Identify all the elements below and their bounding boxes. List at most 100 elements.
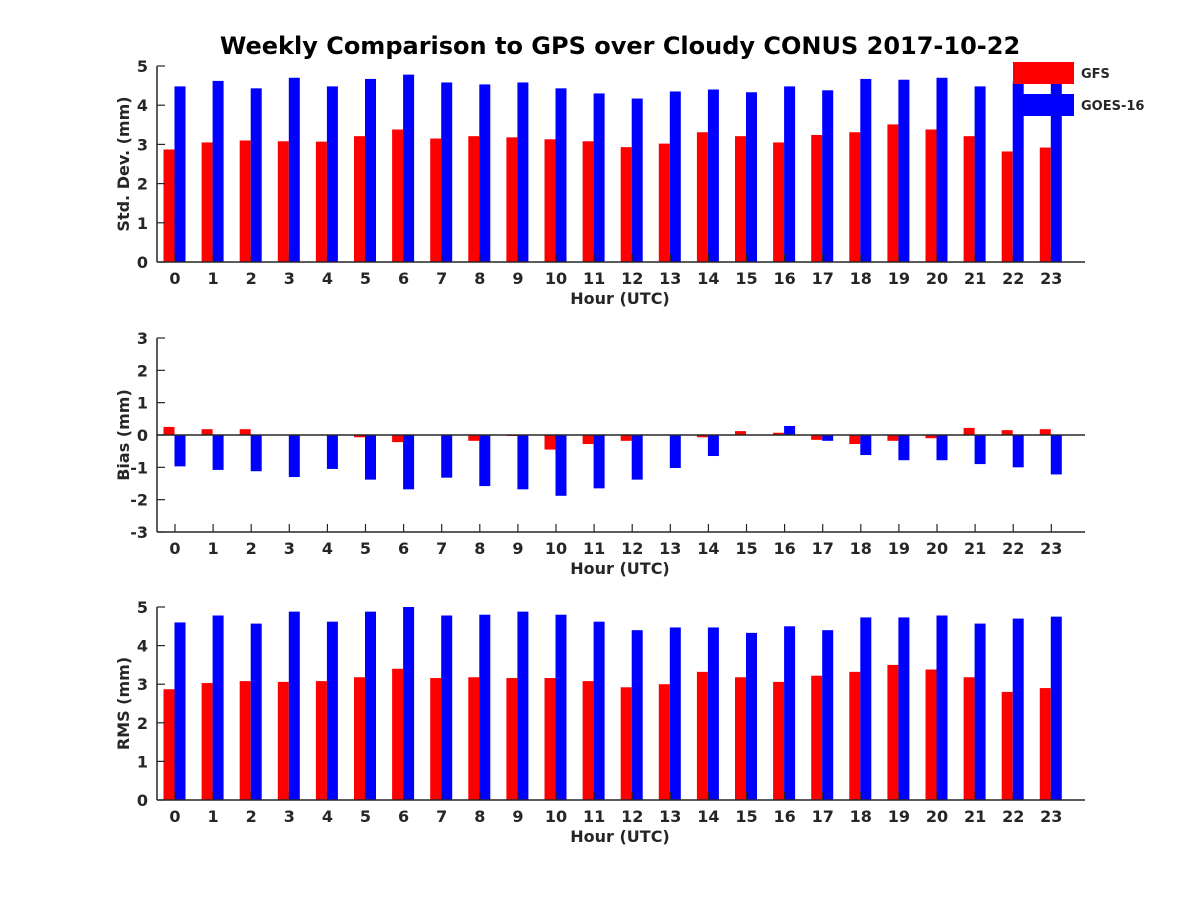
x-tick-label: 18: [850, 269, 872, 288]
x-tick-label: 23: [1040, 807, 1062, 826]
x-tick-label: 17: [812, 539, 834, 558]
bar-goes-16-hour-16: [784, 425, 796, 435]
bar-gfs-hour-18: [849, 671, 861, 800]
bar-goes-16-hour-3: [288, 77, 300, 262]
x-tick-label: 22: [1002, 269, 1024, 288]
bar-goes-16-hour-17: [822, 435, 834, 441]
bar-gfs-hour-18: [849, 132, 861, 262]
bar-goes-16-hour-12: [631, 435, 643, 480]
chart-title: Weekly Comparison to GPS over Cloudy CON…: [220, 32, 1020, 60]
x-tick-label: 4: [322, 539, 333, 558]
x-tick-label: 3: [284, 807, 295, 826]
x-tick-label: 22: [1002, 539, 1024, 558]
bar-gfs-hour-14: [696, 132, 708, 262]
x-tick-label: 6: [398, 539, 409, 558]
x-tick-label: 4: [322, 269, 333, 288]
bar-gfs-hour-1: [201, 683, 213, 800]
x-tick-label: 23: [1040, 539, 1062, 558]
bar-goes-16-hour-20: [936, 615, 948, 800]
x-tick-label: 4: [322, 807, 333, 826]
bar-gfs-hour-0: [163, 689, 175, 800]
x-tick-label: 11: [583, 269, 605, 288]
bar-gfs-hour-4: [315, 681, 327, 800]
x-tick-label: 2: [246, 269, 257, 288]
y-tick-label: 2: [137, 175, 148, 194]
x-tick-label: 6: [398, 807, 409, 826]
x-tick-label: 3: [284, 269, 295, 288]
bar-gfs-hour-6: [392, 129, 404, 262]
bar-goes-16-hour-12: [631, 630, 643, 800]
x-tick-label: 11: [583, 539, 605, 558]
legend-swatch-gfs: [1013, 62, 1074, 84]
x-tick-label: 14: [697, 807, 719, 826]
x-tick-label: 1: [208, 539, 219, 558]
y-axis-label: Bias (mm): [114, 389, 133, 481]
bar-goes-16-hour-20: [936, 77, 948, 262]
bar-gfs-hour-13: [658, 143, 670, 262]
x-tick-label: 16: [773, 539, 795, 558]
y-tick-label: -3: [130, 523, 148, 542]
y-tick-label: 0: [137, 253, 148, 272]
bar-goes-16-hour-2: [250, 88, 262, 263]
bar-gfs-hour-22: [1001, 151, 1013, 262]
bar-goes-16-hour-22: [1012, 618, 1024, 800]
y-tick-label: 0: [137, 426, 148, 445]
x-tick-label: 6: [398, 269, 409, 288]
bar-gfs-hour-13: [658, 684, 670, 800]
x-tick-label: 8: [474, 539, 485, 558]
bar-goes-16-hour-5: [365, 435, 376, 480]
bar-gfs-hour-1: [201, 429, 213, 435]
bar-gfs-hour-19: [887, 435, 899, 441]
x-axis-label: Hour (UTC): [570, 827, 670, 846]
y-tick-label: 1: [137, 752, 148, 771]
bar-gfs-hour-3: [277, 141, 289, 262]
bar-goes-16-hour-23: [1050, 81, 1062, 263]
x-tick-label: 21: [964, 269, 986, 288]
x-tick-label: 20: [926, 539, 948, 558]
x-tick-label: 20: [926, 269, 948, 288]
x-tick-label: 9: [512, 807, 523, 826]
bar-goes-16-hour-13: [669, 627, 681, 800]
bar-goes-16-hour-22: [1012, 435, 1024, 468]
bar-gfs-hour-22: [1001, 691, 1013, 800]
bar-goes-16-hour-1: [212, 80, 224, 262]
x-tick-label: 22: [1002, 807, 1024, 826]
y-axis-label: RMS (mm): [114, 657, 133, 750]
x-axis-label: Hour (UTC): [570, 289, 670, 308]
x-tick-label: 1: [208, 269, 219, 288]
bar-gfs-hour-20: [925, 129, 937, 262]
bar-goes-16-hour-11: [593, 435, 605, 489]
y-tick-label: 5: [137, 598, 148, 617]
bar-goes-16-hour-5: [365, 611, 376, 800]
x-tick-label: 12: [621, 539, 643, 558]
x-tick-label: 5: [360, 539, 371, 558]
bar-goes-16-hour-6: [403, 607, 415, 800]
bar-goes-16-hour-15: [746, 92, 757, 262]
x-tick-label: 8: [474, 807, 485, 826]
bar-gfs-hour-16: [773, 681, 785, 800]
x-tick-label: 8: [474, 269, 485, 288]
y-tick-label: 1: [137, 394, 148, 413]
bar-gfs-hour-17: [811, 675, 823, 800]
bar-goes-16-hour-23: [1050, 616, 1062, 800]
bar-gfs-hour-23: [1039, 147, 1051, 262]
x-tick-label: 18: [850, 539, 872, 558]
x-tick-label: 5: [360, 807, 371, 826]
x-tick-label: 0: [169, 539, 180, 558]
bar-gfs-hour-5: [354, 136, 365, 262]
bar-gfs-hour-11: [582, 435, 594, 445]
bar-goes-16-hour-13: [669, 91, 681, 262]
bar-gfs-hour-21: [963, 677, 975, 800]
bar-gfs-hour-20: [925, 669, 937, 800]
bar-goes-16-hour-14: [707, 627, 719, 800]
y-tick-label: 2: [137, 714, 148, 733]
bar-goes-16-hour-23: [1050, 435, 1062, 475]
bar-goes-16-hour-21: [974, 435, 986, 465]
bar-gfs-hour-15: [735, 677, 746, 800]
bar-goes-16-hour-4: [326, 86, 338, 262]
bar-gfs-hour-8: [468, 677, 480, 800]
bar-goes-16-hour-7: [441, 615, 453, 800]
bar-goes-16-hour-0: [174, 86, 186, 262]
